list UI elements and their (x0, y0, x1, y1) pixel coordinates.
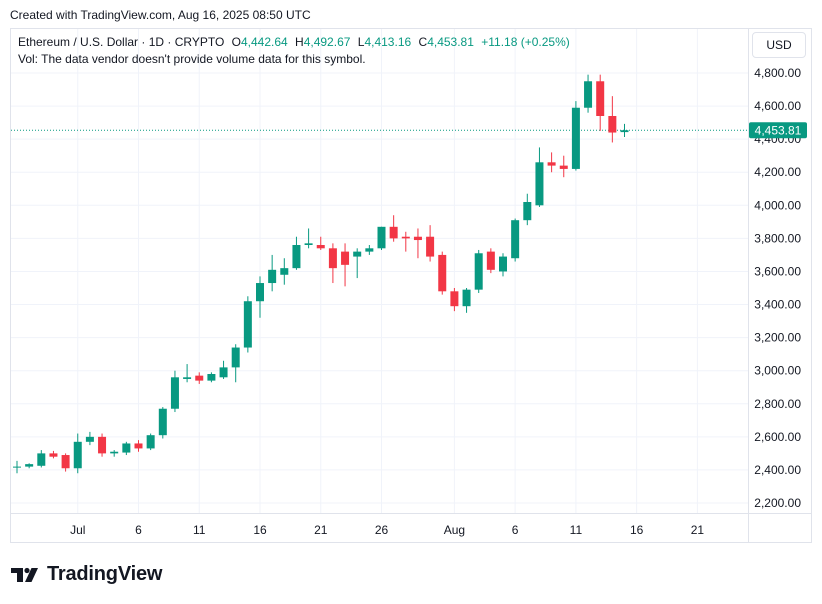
candle-body (134, 443, 143, 449)
y-tick-label: 2,600.00 (754, 430, 801, 444)
candle-body (559, 165, 568, 169)
last-price-tag (749, 122, 807, 139)
candle-body (511, 220, 520, 259)
y-tick-label: 4,800.00 (754, 66, 801, 80)
candle-body (353, 251, 362, 257)
change-value: +11.18 (+0.25%) (481, 35, 570, 49)
tradingview-wordmark: TradingView (47, 563, 163, 585)
x-tick-label: Jul (70, 523, 85, 537)
candle-body (365, 248, 374, 252)
x-tick-label: 16 (630, 523, 644, 537)
y-tick-label: 2,200.00 (754, 496, 801, 510)
x-tick-label: Aug (444, 523, 465, 537)
candle-body (25, 464, 34, 467)
created-with-caption: Created with TradingView.com, Aug 16, 20… (10, 8, 311, 22)
candle-body (474, 253, 483, 290)
candle-body (231, 347, 240, 368)
candle-body (608, 116, 617, 133)
candle-body (523, 202, 532, 221)
candle-body (377, 226, 386, 249)
close-value: 4,453.81 (427, 35, 474, 49)
candle-body (243, 301, 252, 348)
low-value: 4,413.16 (364, 35, 412, 49)
y-tick-label: 3,200.00 (754, 331, 801, 345)
chart-frame[interactable] (10, 28, 812, 543)
candle-body (170, 377, 179, 409)
candle-body (596, 81, 605, 116)
y-tick-label: 2,400.00 (754, 463, 801, 477)
candle-body (535, 162, 544, 206)
candle-body (195, 375, 204, 381)
open-value: 4,442.64 (240, 35, 288, 49)
symbol-label[interactable]: Ethereum / U.S. Dollar · 1D · CRYPTO (18, 35, 225, 49)
x-tick-label: 11 (193, 523, 206, 537)
candle-body (620, 130, 629, 133)
candle-body (389, 226, 398, 239)
candle-body (268, 269, 277, 284)
candle-body (341, 251, 350, 265)
x-tick-label: 16 (253, 523, 267, 537)
y-tick-label: 3,800.00 (754, 231, 801, 245)
candle-body (450, 291, 459, 307)
x-tick-label: 6 (512, 523, 519, 537)
candle-body (256, 283, 264, 302)
x-tick-label: 11 (570, 523, 583, 537)
high-label: H (295, 35, 304, 49)
currency-button[interactable]: USD (752, 32, 806, 58)
candle-body (401, 236, 410, 239)
candle-body (13, 466, 21, 468)
x-tick-label: 21 (691, 523, 705, 537)
candle-body (73, 441, 82, 469)
candle-body (413, 236, 422, 241)
candle-body (438, 254, 447, 292)
candle-body (37, 453, 46, 466)
tradingview-logo-icon (11, 567, 38, 582)
y-tick-label: 3,000.00 (754, 364, 801, 378)
close-label: C (418, 35, 428, 49)
candle-body (499, 256, 507, 272)
open-label: O (231, 35, 241, 49)
candle-body (61, 455, 70, 469)
candle-body (158, 408, 167, 436)
candle-body (316, 245, 325, 249)
candle-body (462, 289, 471, 307)
y-tick-label: 4,000.00 (754, 198, 801, 212)
candle-body (183, 377, 192, 379)
last-price-tag-label: 4,453.81 (755, 123, 802, 137)
candle-body (547, 162, 556, 166)
candle-body (426, 236, 435, 257)
candle-body (571, 107, 580, 169)
candle-body (146, 435, 155, 449)
candle-body (219, 367, 228, 378)
candle-body (49, 453, 58, 457)
candle-body (486, 251, 495, 270)
y-tick-label: 3,600.00 (754, 264, 801, 278)
ohlc-legend: Ethereum / U.S. Dollar · 1D · CRYPTO O4,… (18, 35, 570, 49)
high-value: 4,492.67 (303, 35, 351, 49)
y-tick-label: 2,800.00 (754, 397, 801, 411)
x-tick-label: 21 (314, 523, 328, 537)
candle-body (110, 451, 119, 454)
candle-body (304, 243, 313, 245)
candle-body (98, 436, 107, 454)
tradingview-logo: TradingView (11, 563, 162, 586)
candle-body (292, 245, 301, 269)
candle-body (328, 248, 337, 269)
candle-body (280, 268, 289, 275)
y-tick-label: 4,200.00 (754, 165, 801, 179)
candle-body (85, 436, 94, 442)
low-label: L (357, 35, 365, 49)
volume-note: Vol: The data vendor doesn't provide vol… (18, 52, 366, 66)
y-tick-label: 3,400.00 (754, 298, 801, 312)
candle-body (122, 443, 131, 453)
x-tick-label: 6 (135, 523, 142, 537)
candle-body (207, 374, 216, 381)
y-tick-label: 4,600.00 (754, 99, 801, 113)
candle-body (584, 81, 593, 108)
x-tick-label: 26 (375, 523, 389, 537)
